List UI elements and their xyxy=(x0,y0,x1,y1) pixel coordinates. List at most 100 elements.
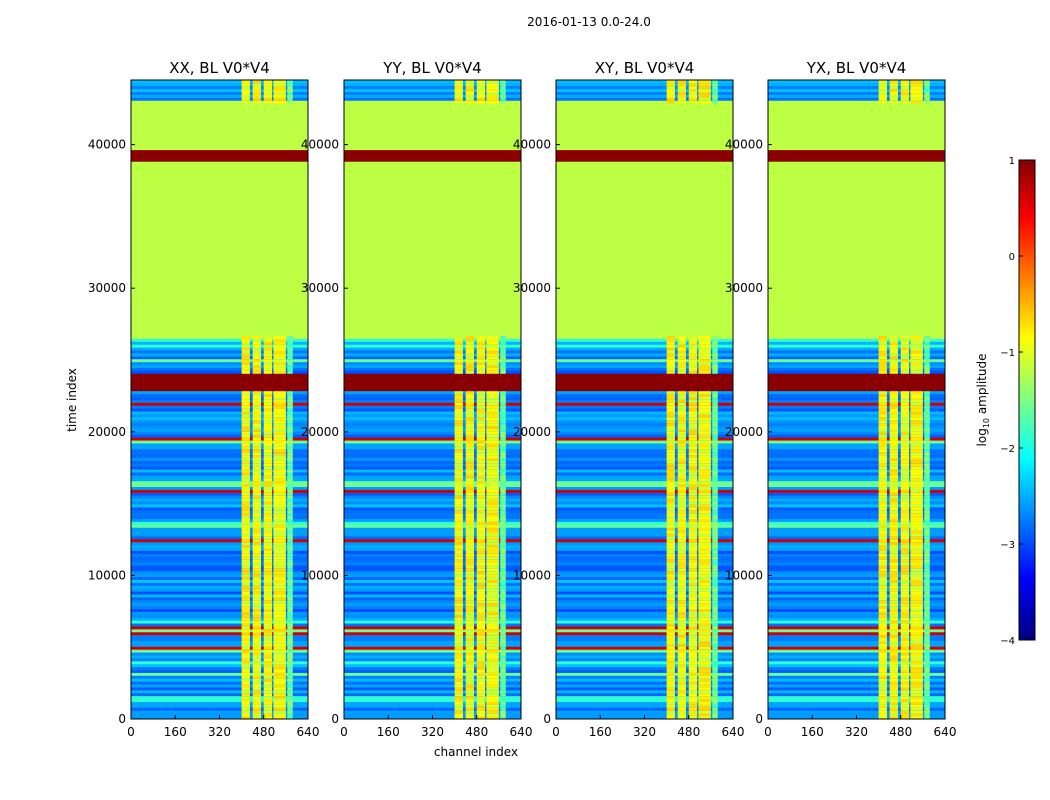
rfi-cell xyxy=(486,579,499,583)
rfi-cell xyxy=(241,431,250,435)
rfi-cell xyxy=(677,422,686,427)
rfi-cell xyxy=(666,466,675,470)
heatmap-row xyxy=(556,361,733,366)
rfi-cell xyxy=(454,88,463,93)
rfi-cell xyxy=(677,663,686,668)
rfi-cell xyxy=(924,544,930,549)
heatmap-row xyxy=(768,355,945,360)
rfi-cell xyxy=(924,515,930,519)
rfi-cell xyxy=(465,538,474,543)
rfi-cell xyxy=(889,405,898,409)
rfi-cell xyxy=(500,565,506,569)
heatmap-row xyxy=(344,678,521,682)
rfi-cell xyxy=(666,628,675,633)
rfi-cell xyxy=(698,678,711,682)
rfi-cell xyxy=(486,672,499,676)
rfi-cell xyxy=(688,713,698,717)
rfi-cell xyxy=(465,483,474,488)
rfi-cell xyxy=(712,579,718,583)
rfi-cell xyxy=(698,419,711,424)
heatmap-row xyxy=(131,387,308,392)
rfi-cell xyxy=(465,565,474,569)
colorbar-step xyxy=(1019,296,1035,301)
heatmap-row xyxy=(556,466,733,470)
rfi-cell xyxy=(273,594,286,598)
rfi-cell xyxy=(698,652,711,656)
rfi-cell xyxy=(910,364,923,368)
rfi-cell xyxy=(878,434,887,438)
rfi-cell xyxy=(273,707,286,711)
rfi-cell xyxy=(688,480,698,485)
rfi-cell xyxy=(889,687,898,691)
rfi-cell xyxy=(878,623,887,627)
rfi-cell xyxy=(666,82,675,87)
rfi-cell xyxy=(910,716,923,720)
heatmap-row xyxy=(344,146,521,151)
rfi-cell xyxy=(889,344,898,348)
rfi-cell xyxy=(273,576,286,580)
rfi-cell xyxy=(241,475,250,479)
rfi-cell xyxy=(476,405,486,409)
rfi-cell xyxy=(263,628,273,633)
rfi-cell xyxy=(878,364,887,368)
heatmap-row xyxy=(344,283,521,287)
rfi-cell xyxy=(476,370,486,374)
heatmap-row xyxy=(344,538,521,543)
rfi-cell xyxy=(688,515,698,519)
rfi-cell xyxy=(666,472,675,476)
rfi-cell xyxy=(698,402,711,406)
heatmap-row xyxy=(131,231,308,235)
heatmap-row xyxy=(556,318,733,322)
rfi-cell xyxy=(241,477,250,482)
rfi-cell xyxy=(889,82,898,87)
rfi-cell xyxy=(889,495,898,499)
heatmap-row xyxy=(556,181,733,185)
heatmap-row xyxy=(131,457,308,461)
heatmap-row xyxy=(768,483,945,488)
heatmap-row xyxy=(344,280,521,284)
heatmap-row xyxy=(344,277,521,281)
heatmap-row xyxy=(768,626,945,630)
rfi-cell xyxy=(486,338,499,342)
rfi-cell xyxy=(500,611,506,615)
rfi-cell xyxy=(698,414,711,418)
rfi-cell xyxy=(465,602,474,607)
rfi-cell xyxy=(241,617,250,621)
heatmap-row xyxy=(768,146,945,151)
rfi-cell xyxy=(273,353,286,357)
rfi-cell xyxy=(900,567,910,572)
rfi-cell xyxy=(454,405,463,409)
colorbar-step xyxy=(1019,588,1035,593)
rfi-cell xyxy=(287,550,293,554)
rfi-cell xyxy=(924,414,930,418)
rfi-cell xyxy=(910,367,923,371)
heatmap-row xyxy=(131,506,308,511)
heatmap-row xyxy=(131,120,308,124)
rfi-cell xyxy=(889,567,898,572)
colorbar-step xyxy=(1019,600,1035,605)
heatmap-row xyxy=(556,637,733,641)
rfi-cell xyxy=(910,361,923,366)
heatmap-row xyxy=(768,599,945,604)
rfi-cell xyxy=(486,597,499,601)
rfi-cell xyxy=(910,628,923,633)
rfi-cell xyxy=(252,559,261,563)
rfi-cell xyxy=(688,565,698,569)
heatmap-row xyxy=(344,480,521,485)
rfi-cell xyxy=(500,347,506,351)
rfi-cell xyxy=(889,669,898,673)
x-tick-label: 320 xyxy=(421,725,444,739)
rfi-cell xyxy=(698,434,711,438)
heatmap-row xyxy=(556,620,733,624)
rfi-cell xyxy=(476,570,486,575)
heatmap-row xyxy=(556,457,733,461)
heatmap-row xyxy=(768,364,945,368)
rfi-cell xyxy=(688,509,698,514)
heatmap-row xyxy=(344,312,521,316)
rfi-cell xyxy=(252,419,261,424)
rfi-cell xyxy=(273,445,286,450)
rfi-cell xyxy=(889,565,898,569)
rfi-cell xyxy=(900,602,910,607)
rfi-cell xyxy=(924,565,930,569)
rfi-cell xyxy=(465,416,474,421)
